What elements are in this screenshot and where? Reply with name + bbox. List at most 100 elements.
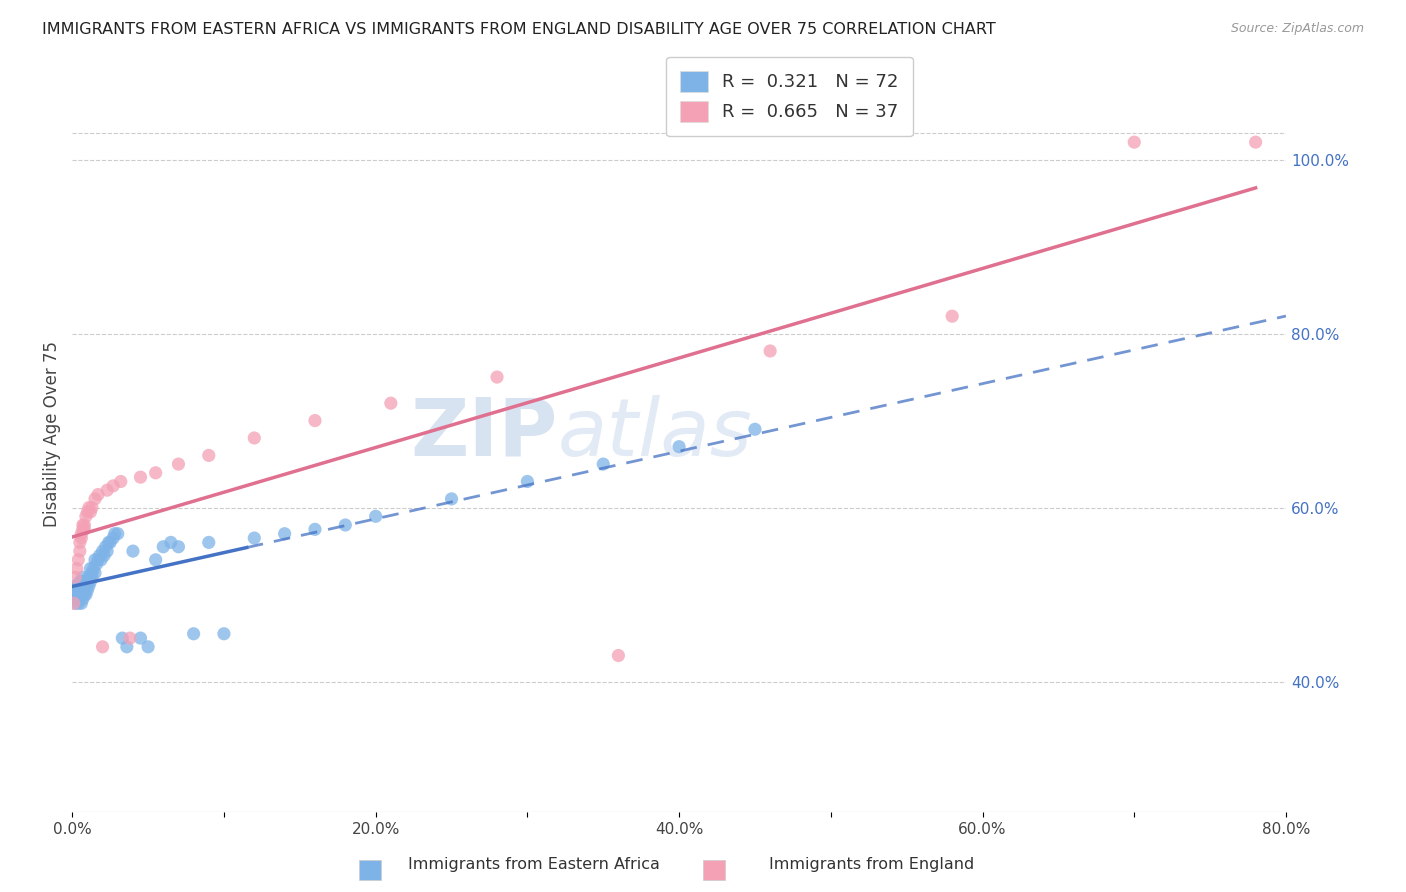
Point [69, 574, 91, 589]
Point [79, 505, 101, 519]
Point [65, 579, 87, 593]
Point [77, 579, 100, 593]
Point [77, 500, 100, 515]
Point [73, 518, 96, 533]
Point [69, 583, 91, 598]
Point [212, 626, 235, 640]
Point [122, 544, 145, 558]
Point [66, 561, 89, 575]
Point [76, 574, 98, 589]
Point [67, 553, 90, 567]
Point [243, 431, 266, 445]
Point [80, 566, 103, 580]
Point [69, 579, 91, 593]
Point [103, 479, 125, 493]
Point [104, 526, 127, 541]
Point [111, 631, 134, 645]
Point [70, 579, 93, 593]
Point [145, 553, 167, 567]
Point [91, 544, 114, 558]
Y-axis label: Disability Age Over 75: Disability Age Over 75 [44, 341, 60, 526]
Point [75, 579, 97, 593]
Point [73, 583, 96, 598]
Point [96, 483, 118, 498]
Point [66, 591, 89, 606]
Point [70, 526, 93, 541]
Point [66, 583, 89, 598]
Point [62, 588, 84, 602]
Point [86, 557, 108, 571]
Point [84, 491, 107, 506]
Point [72, 518, 94, 533]
Point [87, 553, 110, 567]
Point [80, 570, 103, 584]
Point [103, 531, 125, 545]
Point [118, 631, 141, 645]
Point [69, 544, 91, 558]
Point [136, 640, 159, 654]
Text: ZIP: ZIP [411, 394, 558, 473]
Point [440, 491, 463, 506]
Point [84, 566, 107, 580]
Text: Source: ZipAtlas.com: Source: ZipAtlas.com [1230, 22, 1364, 36]
Point [304, 414, 326, 428]
Point [152, 540, 174, 554]
Point [72, 591, 94, 606]
Point [668, 440, 690, 454]
Point [65, 570, 87, 584]
Point [75, 509, 97, 524]
Point [94, 540, 117, 554]
Point [75, 588, 97, 602]
Point [72, 583, 94, 598]
Point [76, 505, 98, 519]
Point [69, 535, 91, 549]
Point [167, 540, 190, 554]
Point [183, 626, 205, 640]
Point [72, 570, 94, 584]
Point [67, 579, 90, 593]
Point [145, 466, 167, 480]
Point [65, 596, 87, 610]
Point [93, 549, 115, 563]
Point [243, 531, 266, 545]
Point [273, 526, 295, 541]
Point [82, 561, 104, 575]
Point [107, 526, 129, 541]
Point [380, 396, 402, 410]
Point [76, 583, 98, 598]
Point [87, 487, 110, 501]
Point [516, 475, 538, 489]
Point [79, 574, 101, 589]
Point [98, 535, 121, 549]
Point [89, 549, 111, 563]
Point [96, 544, 118, 558]
Text: atlas: atlas [558, 394, 752, 473]
Point [70, 588, 93, 602]
Point [1244, 135, 1267, 149]
Legend: R =  0.321   N = 72, R =  0.665   N = 37: R = 0.321 N = 72, R = 0.665 N = 37 [666, 56, 912, 136]
Point [72, 579, 94, 593]
Point [304, 522, 326, 536]
Point [607, 648, 630, 663]
Point [91, 640, 114, 654]
Point [70, 531, 93, 545]
Point [129, 470, 152, 484]
Point [84, 553, 107, 567]
Point [744, 422, 766, 436]
Point [70, 574, 93, 589]
Point [73, 574, 96, 589]
Text: IMMIGRANTS FROM EASTERN AFRICA VS IMMIGRANTS FROM ENGLAND DISABILITY AGE OVER 75: IMMIGRANTS FROM EASTERN AFRICA VS IMMIGR… [42, 22, 995, 37]
Point [72, 522, 94, 536]
Point [97, 535, 120, 549]
Point [69, 591, 91, 606]
Point [160, 535, 183, 549]
Point [67, 588, 90, 602]
Point [77, 570, 100, 584]
Point [592, 457, 614, 471]
Point [90, 553, 112, 567]
Point [73, 522, 96, 536]
Point [486, 370, 509, 384]
Point [67, 596, 90, 610]
Point [115, 640, 138, 654]
Point [73, 588, 96, 602]
